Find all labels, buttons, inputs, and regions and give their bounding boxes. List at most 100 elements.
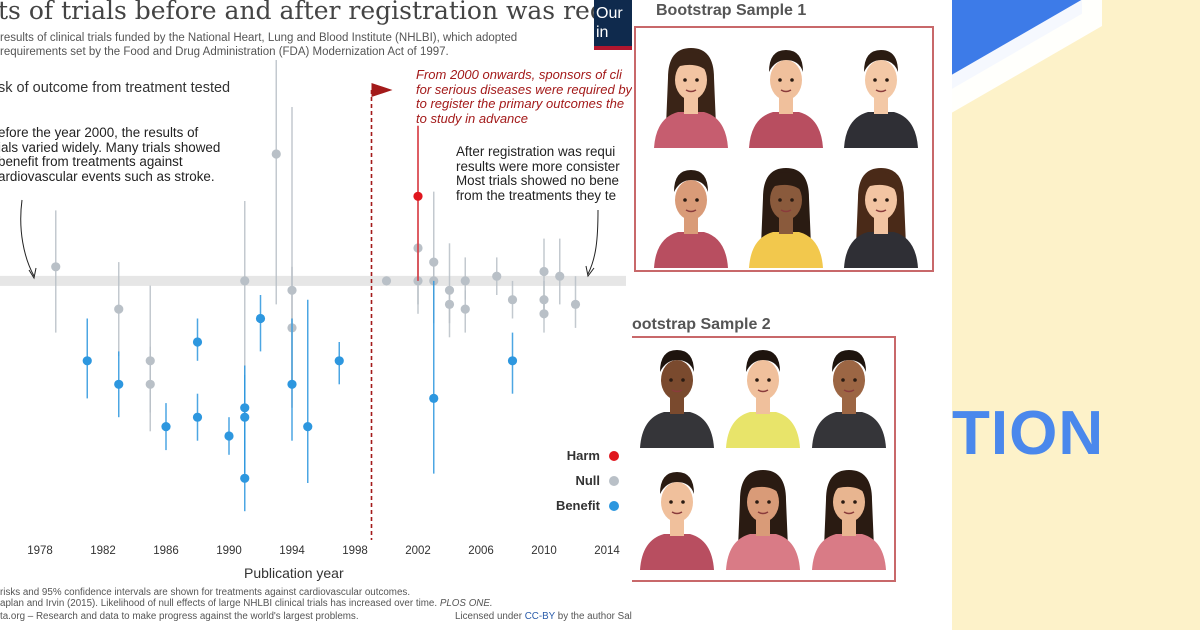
data-point-benefit-34 bbox=[507, 356, 518, 366]
annotation-arrow-after bbox=[587, 209, 599, 275]
data-point-benefit-12 bbox=[240, 412, 250, 422]
man-vest-avatar bbox=[718, 338, 808, 448]
license-prefix: Licensed under bbox=[455, 611, 525, 622]
woman-curly-hair-avatar bbox=[741, 158, 831, 268]
data-point-null-30 bbox=[460, 276, 470, 286]
legend-label-harm: Harm bbox=[566, 448, 600, 463]
data-point-null-33 bbox=[507, 295, 518, 305]
annotation-policy: From 2000 onwards, sponsors of cli for s… bbox=[416, 67, 632, 126]
data-point-benefit-27 bbox=[429, 393, 439, 403]
x-tick-label-1998: 1998 bbox=[342, 545, 368, 557]
x-tick-label-2006: 2006 bbox=[468, 545, 494, 557]
data-point-null-2 bbox=[114, 304, 124, 314]
data-point-benefit-13 bbox=[240, 473, 250, 483]
data-point-benefit-1 bbox=[82, 356, 92, 366]
annotation-arrow-before bbox=[20, 199, 35, 277]
data-point-null-5 bbox=[145, 379, 155, 389]
annotation-after-line-4: from the treatments they te bbox=[456, 187, 617, 203]
bootstrap-sample-2-frame bbox=[632, 336, 896, 582]
legend-dot-benefit bbox=[609, 501, 619, 511]
data-point-null-32 bbox=[492, 271, 502, 281]
woman-blazer-avatar bbox=[836, 158, 926, 268]
data-point-null-31 bbox=[460, 304, 470, 314]
data-point-null-39 bbox=[570, 299, 581, 309]
logo-line-1: Our bbox=[596, 5, 623, 22]
legend-label-null: Null bbox=[575, 473, 600, 488]
woman-curly-hair-avatar bbox=[804, 460, 894, 570]
man-dark-skin-avatar bbox=[632, 338, 722, 448]
data-point-null-21 bbox=[381, 276, 392, 286]
x-tick-label-2014: 2014 bbox=[594, 545, 620, 557]
data-point-benefit-14 bbox=[255, 313, 266, 324]
woman-curly-hair-avatar bbox=[718, 460, 808, 570]
bearded-man-avatar bbox=[646, 158, 736, 268]
policy-flag-icon bbox=[371, 83, 393, 97]
data-point-null-0 bbox=[51, 262, 61, 272]
data-point-benefit-18 bbox=[287, 379, 297, 389]
chart-panel: ts of trials before and after registrati… bbox=[0, 0, 632, 622]
footer-source: aplan and Irvin (2015). Likelihood of nu… bbox=[0, 598, 493, 609]
x-tick-label-1990: 1990 bbox=[216, 545, 242, 557]
annotation-after-registration: After registration was requi results wer… bbox=[456, 144, 620, 203]
data-point-benefit-6 bbox=[161, 422, 171, 432]
bearded-man-glasses-avatar bbox=[741, 38, 831, 148]
annotation-after-line-1: After registration was requi bbox=[456, 144, 616, 159]
null-effect-band bbox=[0, 275, 626, 286]
bootstrap-sample-1-frame bbox=[634, 26, 934, 272]
data-point-null-29 bbox=[444, 299, 455, 309]
license-suffix: by the author Sal bbox=[555, 611, 632, 622]
right-panel: TION bbox=[952, 0, 1200, 630]
annotation-after-line-3: Most trials showed no bene bbox=[456, 173, 620, 188]
x-tick-label-1994: 1994 bbox=[279, 545, 305, 557]
legend-label-benefit: Benefit bbox=[555, 498, 600, 513]
footer-source-text: aplan and Irvin (2015). Likelihood of nu… bbox=[0, 598, 440, 609]
data-point-benefit-9 bbox=[224, 431, 234, 441]
annotation-policy-line-4: to study in advance bbox=[416, 110, 529, 126]
chart-title: ts of trials before and after registrati… bbox=[0, 0, 632, 25]
logo-line-2: in bbox=[596, 24, 609, 41]
man-suit-avatar bbox=[836, 38, 926, 148]
footer-org[interactable]: ta.org – Research and data to make progr… bbox=[0, 611, 359, 622]
chart-subtitle-line-2: requirements set by the Food and Drug Ad… bbox=[0, 46, 449, 58]
chart-subtitle-line-1: results of clinical trials funded by the… bbox=[0, 32, 518, 44]
annotation-after-line-2: results were more consister bbox=[456, 158, 620, 174]
logo-box[interactable]: Our in bbox=[594, 0, 632, 50]
x-tick-label-2010: 2010 bbox=[531, 545, 557, 557]
annotation-arrow-before-head bbox=[28, 267, 37, 280]
annotation-policy-line-3: to register the primary outcomes the bbox=[416, 96, 625, 111]
annotation-before-line-2: ials varied widely. Many trials showed bbox=[0, 139, 221, 155]
footer-journal: PLOS ONE. bbox=[439, 598, 493, 609]
x-tick-label-2002: 2002 bbox=[405, 545, 431, 557]
bearded-man-glasses-avatar bbox=[632, 460, 722, 570]
data-point-null-15 bbox=[271, 149, 281, 159]
scatter-plot bbox=[0, 60, 626, 540]
right-banner-text: TION bbox=[952, 399, 1105, 468]
data-point-benefit-20 bbox=[334, 356, 344, 366]
bootstrap-sample-2-title: ootstrap Sample 2 bbox=[632, 316, 771, 333]
woman-long-hair-avatar bbox=[646, 38, 736, 148]
annotation-before-line-3: benefit from treatments against bbox=[0, 154, 183, 169]
legend-dot-harm bbox=[609, 451, 619, 461]
x-tick-label-1978: 1978 bbox=[27, 545, 53, 557]
data-point-null-37 bbox=[539, 309, 549, 319]
data-point-benefit-19 bbox=[303, 422, 313, 432]
x-tick-label-1986: 1986 bbox=[153, 545, 179, 557]
legend-dot-null bbox=[609, 476, 619, 486]
data-point-null-10 bbox=[240, 276, 250, 286]
bootstrap-panel: Bootstrap Sample 1 bbox=[632, 0, 952, 630]
data-point-harm-24 bbox=[413, 191, 423, 201]
annotation-before-line-1: efore the year 2000, the results of bbox=[0, 125, 199, 140]
y-axis-title: sk of outcome from treatment tested bbox=[0, 80, 231, 96]
data-point-benefit-7 bbox=[192, 337, 203, 347]
x-tick-label-1982: 1982 bbox=[90, 545, 116, 557]
annotation-before-line-4: ardiovascular events such as stroke. bbox=[0, 168, 215, 184]
data-point-null-38 bbox=[555, 271, 565, 281]
footer-note: risks and 95% confidence intervals are s… bbox=[0, 587, 411, 598]
data-point-benefit-3 bbox=[114, 379, 124, 389]
annotation-before-2000: efore the year 2000, the results of ials… bbox=[0, 125, 221, 184]
man-avatar bbox=[804, 338, 894, 448]
data-point-benefit-8 bbox=[192, 412, 203, 422]
bootstrap-sample-1-title: Bootstrap Sample 1 bbox=[656, 2, 807, 19]
annotation-policy-line-1: From 2000 onwards, sponsors of cli bbox=[416, 67, 622, 82]
license-link[interactable]: CC-BY bbox=[524, 611, 556, 622]
